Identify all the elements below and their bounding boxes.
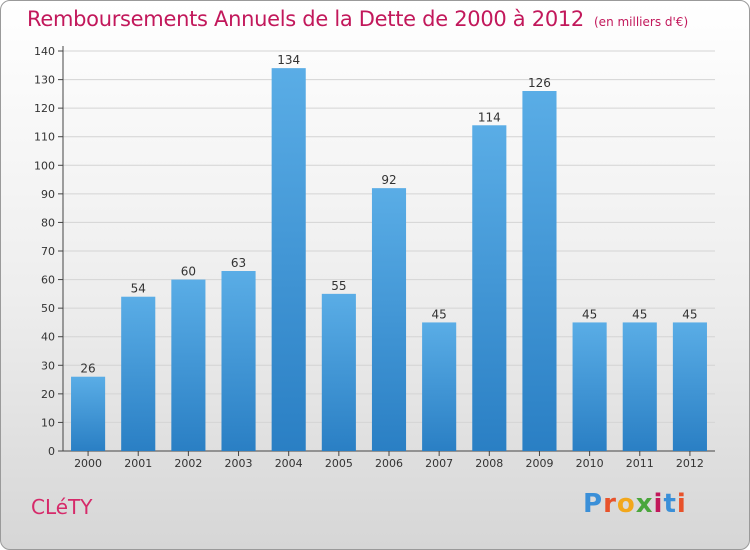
x-tick-label: 2004 — [275, 457, 303, 470]
y-tick-label: 40 — [41, 331, 55, 344]
data-label: 45 — [682, 307, 697, 321]
y-tick-label: 0 — [48, 445, 55, 458]
data-label: 114 — [478, 110, 501, 124]
bar-2005 — [321, 293, 356, 451]
bar-2012 — [672, 322, 707, 451]
y-tick-label: 30 — [41, 359, 55, 372]
commune-name: CLéTY — [31, 495, 93, 519]
y-tick-label: 10 — [41, 416, 55, 429]
logo-letter: i — [676, 489, 687, 519]
x-tick-labels: 2000 2001 2002 2003 2004 2005 2006 2007 2008 2009… — [74, 451, 704, 470]
data-label: 54 — [131, 282, 146, 296]
y-tick-label: 140 — [34, 45, 55, 58]
bar-2008 — [472, 125, 507, 452]
data-label: 45 — [432, 307, 447, 321]
bar-2009 — [522, 91, 557, 451]
logo-letter: i — [653, 489, 664, 519]
bar-2001 — [121, 296, 156, 451]
proxiti-logo: Proxiti — [583, 489, 687, 519]
bars — [71, 68, 707, 452]
y-tick-label: 50 — [41, 302, 55, 315]
y-tick-label: 90 — [41, 188, 55, 201]
bar-2003 — [221, 271, 256, 451]
y-tick-label: 80 — [41, 216, 55, 229]
x-tick-label: 2001 — [124, 457, 152, 470]
bar-2000 — [71, 376, 106, 451]
data-label: 26 — [80, 362, 95, 376]
data-label: 92 — [381, 173, 396, 187]
data-label: 45 — [582, 307, 597, 321]
bar-2011 — [622, 322, 657, 451]
x-tick-label: 2006 — [375, 457, 403, 470]
bar-2002 — [171, 279, 206, 451]
logo-letter: t — [663, 489, 677, 519]
data-label: 134 — [277, 53, 300, 67]
logo-letter: x — [635, 489, 654, 519]
chart-title-text: Remboursements Annuels de la Dette de 20… — [27, 7, 584, 31]
logo-letter: P — [583, 489, 604, 519]
bar-2004 — [271, 68, 306, 452]
data-label: 126 — [528, 76, 551, 90]
bar-2006 — [371, 188, 407, 451]
y-tick-label: 20 — [41, 388, 55, 401]
x-tick-label: 2012 — [676, 457, 704, 470]
x-tick-label: 2003 — [225, 457, 253, 470]
y-tick-label: 110 — [34, 131, 55, 144]
y-tick-label: 70 — [41, 245, 55, 258]
bar-2007 — [422, 322, 457, 451]
x-tick-label: 2000 — [74, 457, 102, 470]
y-tick-label: 60 — [41, 274, 55, 287]
x-tick-label: 2011 — [626, 457, 654, 470]
y-tick-label: 130 — [34, 74, 55, 87]
x-tick-label: 2005 — [325, 457, 353, 470]
logo-letter: r — [603, 489, 617, 519]
x-tick-label: 2002 — [174, 457, 202, 470]
data-labels: 26 54 60 63 134 55 92 45 114 126 45 45 45 — [80, 53, 697, 376]
y-tick-label: 120 — [34, 102, 55, 115]
chart-subtitle: (en milliers d'€) — [594, 15, 689, 29]
data-label: 63 — [231, 256, 246, 270]
x-tick-label: 2007 — [425, 457, 453, 470]
x-tick-label: 2010 — [576, 457, 604, 470]
chart-title: Remboursements Annuels de la Dette de 20… — [27, 7, 688, 31]
x-tick-label: 2009 — [525, 457, 553, 470]
data-label: 55 — [331, 279, 346, 293]
x-tick-label: 2008 — [475, 457, 503, 470]
logo-letter: o — [616, 489, 636, 519]
y-tick-label: 100 — [34, 159, 55, 172]
bar-2010 — [572, 322, 607, 451]
data-label: 60 — [181, 265, 196, 279]
data-label: 45 — [632, 307, 647, 321]
y-tick-labels: 0 10 20 30 40 50 60 70 80 90 100 110 120 130 140 — [34, 45, 55, 458]
